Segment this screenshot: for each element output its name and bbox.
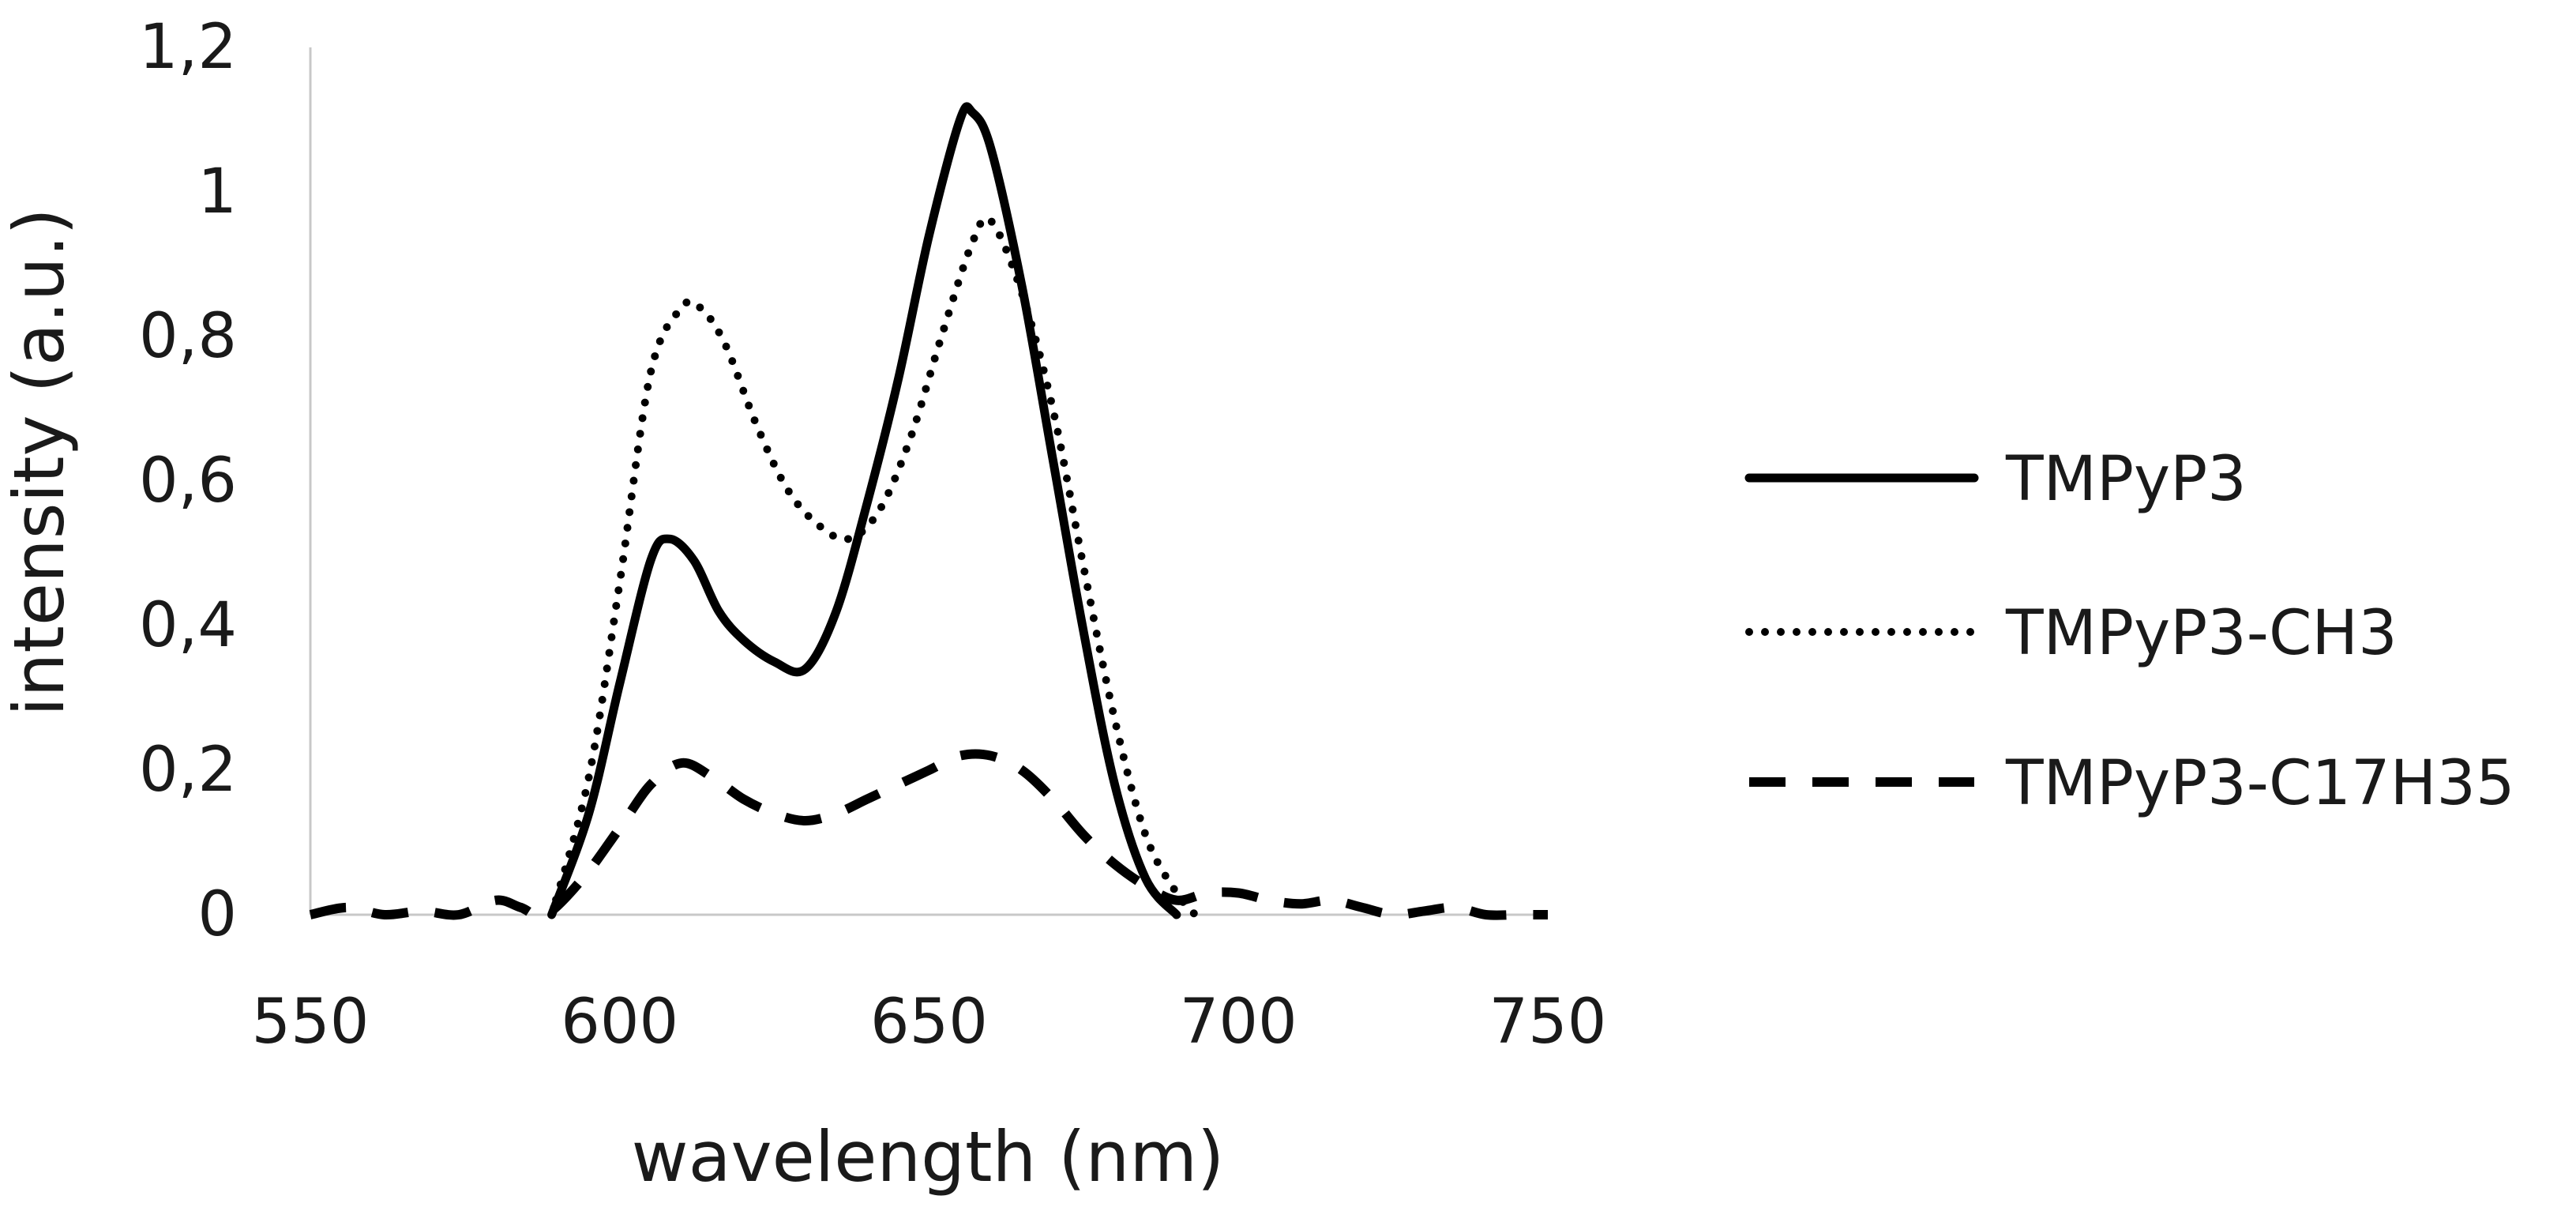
y-tick-label: 0,8 bbox=[139, 301, 237, 372]
series-line-tmpyp3 bbox=[547, 102, 1181, 919]
x-tick-label: 650 bbox=[870, 987, 988, 1058]
x-tick-label: 750 bbox=[1489, 987, 1607, 1058]
x-tick-label: 600 bbox=[561, 987, 678, 1058]
series-line-tmpyp3-c17h35 bbox=[309, 749, 1548, 921]
y-tick-label: 0,6 bbox=[139, 446, 237, 517]
y-tick-label: 1,2 bbox=[139, 12, 237, 83]
legend: TMPyP3 TMPyP3-CH3 TMPyP3-C17H35 bbox=[1744, 444, 2515, 819]
legend-label: TMPyP3-CH3 bbox=[2005, 598, 2398, 669]
y-tick-label: 0 bbox=[197, 879, 237, 950]
x-axis-title: wavelength (nm) bbox=[632, 1116, 1225, 1198]
y-tick-label: 0,4 bbox=[139, 590, 237, 661]
y-axis-ticks: 0 0,2 0,4 0,6 0,8 1 1,2 bbox=[139, 12, 237, 950]
x-tick-label: 700 bbox=[1180, 987, 1297, 1058]
series-line-tmpyp3-ch3 bbox=[547, 213, 1200, 919]
series-group bbox=[309, 102, 1548, 921]
x-tick-label: 550 bbox=[252, 987, 370, 1058]
legend-label: TMPyP3-C17H35 bbox=[2005, 748, 2515, 819]
x-axis-ticks: 550 600 650 700 750 bbox=[252, 987, 1607, 1058]
legend-label: TMPyP3 bbox=[2005, 444, 2247, 515]
y-tick-label: 0,2 bbox=[139, 735, 237, 806]
y-axis-title: intensity (a.u.) bbox=[0, 208, 80, 716]
y-tick-label: 1 bbox=[197, 156, 237, 227]
